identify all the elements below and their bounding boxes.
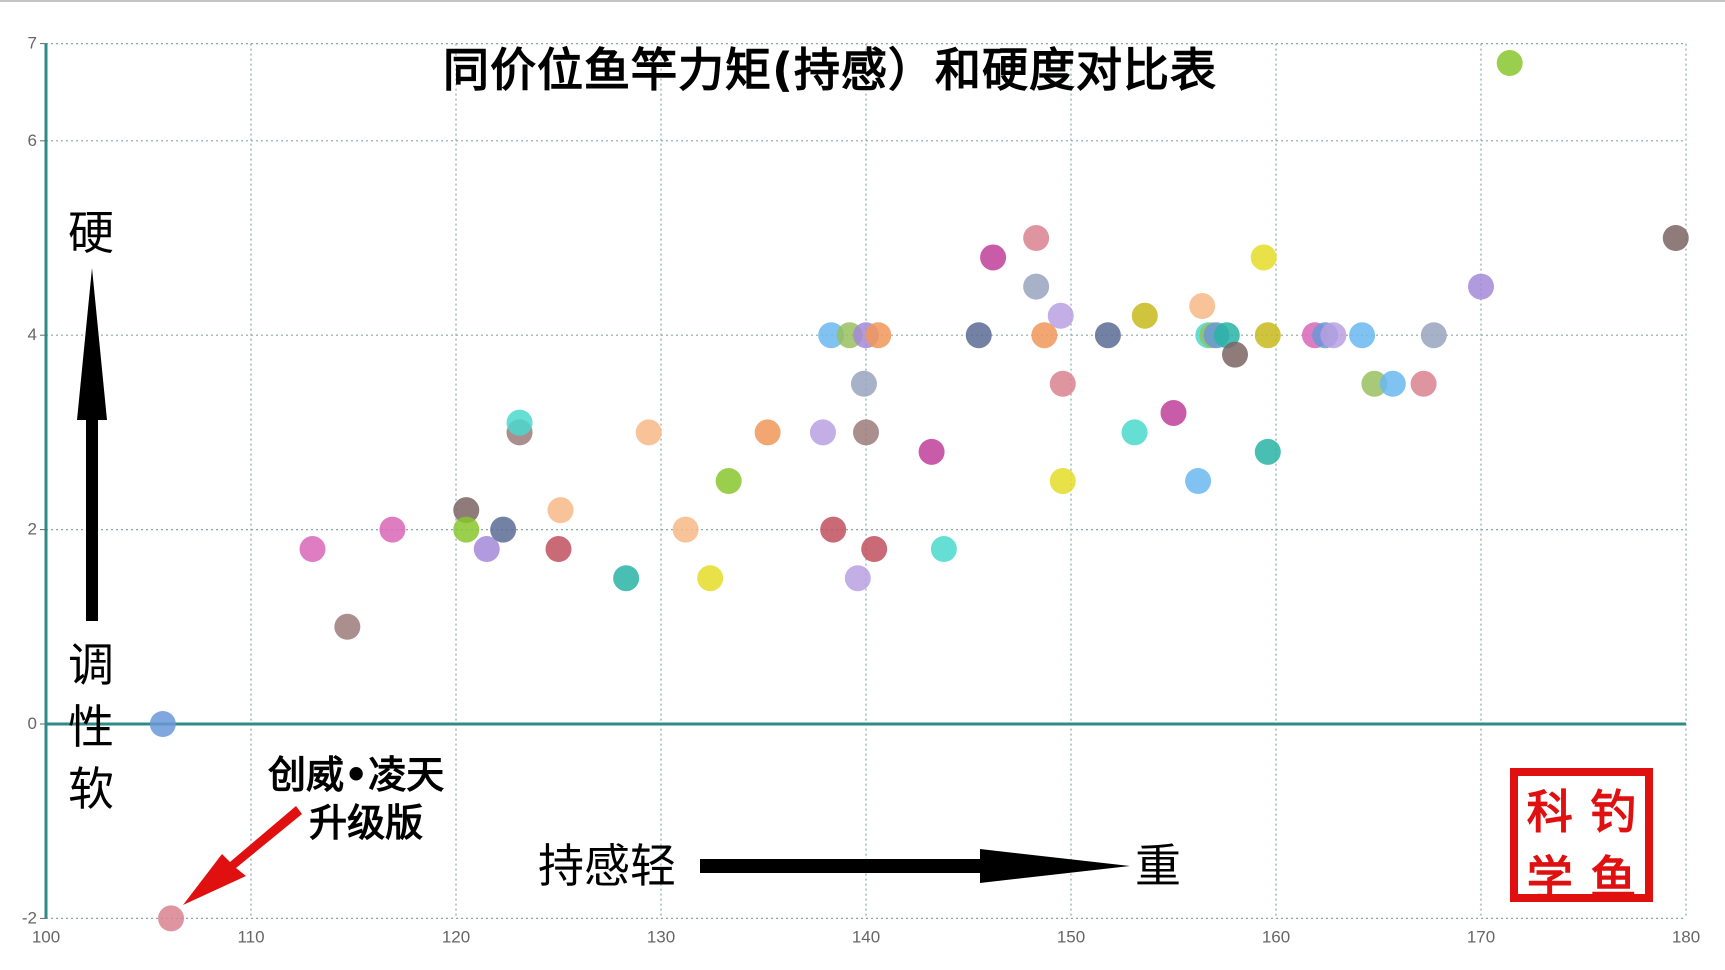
highlight-annotation: 创威•凌天 升级版	[268, 752, 444, 847]
seal-char-2: 钓	[1590, 785, 1637, 839]
y-tick-label: 0	[28, 714, 37, 733]
y-tick-label: 2	[28, 520, 37, 539]
data-point[interactable]	[1254, 322, 1281, 349]
y-label-char-3: 软	[68, 762, 114, 816]
data-point[interactable]	[850, 370, 877, 397]
arrow-up-icon	[77, 268, 107, 621]
data-point[interactable]	[865, 322, 892, 349]
data-point[interactable]	[672, 516, 699, 543]
data-points	[149, 50, 1689, 932]
x-label-light: 持感轻	[538, 839, 676, 893]
y-label-hard: 硬	[68, 206, 114, 260]
data-point[interactable]	[1189, 293, 1216, 320]
y-tick-label: -2	[22, 908, 37, 927]
data-point[interactable]	[453, 516, 480, 543]
top-border	[0, 0, 1725, 2]
x-tick-label: 150	[1057, 927, 1085, 946]
data-point[interactable]	[809, 419, 836, 446]
data-point[interactable]	[547, 497, 574, 524]
highlight-arrow-icon	[183, 806, 302, 905]
arrow-right-icon	[700, 849, 1130, 883]
data-point[interactable]	[1049, 370, 1076, 397]
data-point[interactable]	[1662, 225, 1689, 251]
axes	[44, 43, 1686, 919]
data-point[interactable]	[820, 516, 847, 543]
annotation-line-2: 升级版	[309, 800, 424, 845]
data-point[interactable]	[545, 536, 572, 563]
data-point[interactable]	[613, 565, 640, 592]
data-point[interactable]	[1023, 273, 1050, 300]
x-tick-label: 140	[852, 927, 880, 946]
annotation-line-1: 创威•凌天	[268, 753, 445, 797]
data-point[interactable]	[453, 497, 480, 524]
x-tick-label: 160	[1262, 927, 1290, 946]
data-point[interactable]	[930, 536, 957, 563]
data-point[interactable]	[980, 244, 1007, 271]
data-point[interactable]	[334, 613, 361, 640]
direction-arrows	[77, 268, 1130, 905]
data-point[interactable]	[1047, 302, 1074, 329]
tick-labels: -2 0 2 4 6 7 100 110 120 130 140 150 160 170 180	[22, 34, 1700, 947]
data-point[interactable]	[635, 419, 662, 446]
data-point[interactable]	[473, 536, 500, 563]
data-point[interactable]	[697, 565, 724, 592]
data-point[interactable]	[149, 711, 176, 737]
data-point[interactable]	[965, 322, 992, 349]
data-point[interactable]	[715, 468, 742, 494]
x-tick-label: 130	[647, 927, 675, 946]
data-point[interactable]	[844, 565, 871, 592]
data-point[interactable]	[853, 419, 879, 446]
data-point[interactable]	[1379, 370, 1406, 397]
data-point[interactable]	[1031, 322, 1058, 349]
y-label-char-2: 性	[68, 700, 114, 754]
data-point[interactable]	[1254, 438, 1281, 465]
data-point[interactable]	[1496, 50, 1523, 77]
data-point[interactable]	[158, 905, 185, 932]
x-tick-label: 110	[237, 927, 264, 946]
data-point[interactable]	[1160, 399, 1187, 426]
data-point[interactable]	[1049, 468, 1076, 494]
data-point[interactable]	[1131, 302, 1158, 329]
data-point[interactable]	[818, 322, 845, 349]
data-point[interactable]	[754, 419, 781, 446]
data-point[interactable]	[299, 536, 326, 563]
y-tick-label: 6	[28, 131, 37, 150]
x-label-heavy: 重	[1135, 839, 1181, 893]
seal-stamp: 科 钓 学 鱼	[1510, 768, 1653, 905]
data-point[interactable]	[1468, 273, 1494, 300]
data-point[interactable]	[1320, 322, 1347, 349]
data-point[interactable]	[1023, 225, 1050, 251]
data-point[interactable]	[1410, 370, 1437, 397]
data-point[interactable]	[1222, 341, 1248, 368]
data-point[interactable]	[1250, 244, 1277, 271]
data-point[interactable]	[490, 516, 517, 543]
x-tick-label: 120	[442, 927, 470, 946]
seal-char-3: 学	[1526, 851, 1573, 905]
data-point[interactable]	[1349, 322, 1376, 349]
y-tick-label: 4	[28, 325, 37, 344]
x-tick-label: 100	[32, 927, 60, 946]
data-point[interactable]	[861, 536, 888, 563]
x-tick-label: 180	[1672, 927, 1700, 946]
y-label-char-1: 调	[68, 638, 114, 692]
x-tick-label: 170	[1467, 927, 1495, 946]
chart-title: 同价位鱼竿力矩(持感）和硬度对比表	[442, 43, 1218, 97]
data-point[interactable]	[918, 438, 945, 465]
data-point[interactable]	[1420, 322, 1447, 349]
data-point[interactable]	[1185, 468, 1212, 494]
data-point[interactable]	[1121, 419, 1148, 446]
seal-char-4: 鱼	[1590, 851, 1637, 905]
data-point[interactable]	[1213, 322, 1240, 349]
data-point[interactable]	[506, 409, 533, 436]
y-tick-label: 7	[28, 34, 37, 53]
seal-char-1: 科	[1526, 785, 1573, 839]
data-point[interactable]	[1094, 322, 1121, 349]
data-point[interactable]	[1361, 370, 1388, 397]
data-point[interactable]	[379, 516, 406, 543]
